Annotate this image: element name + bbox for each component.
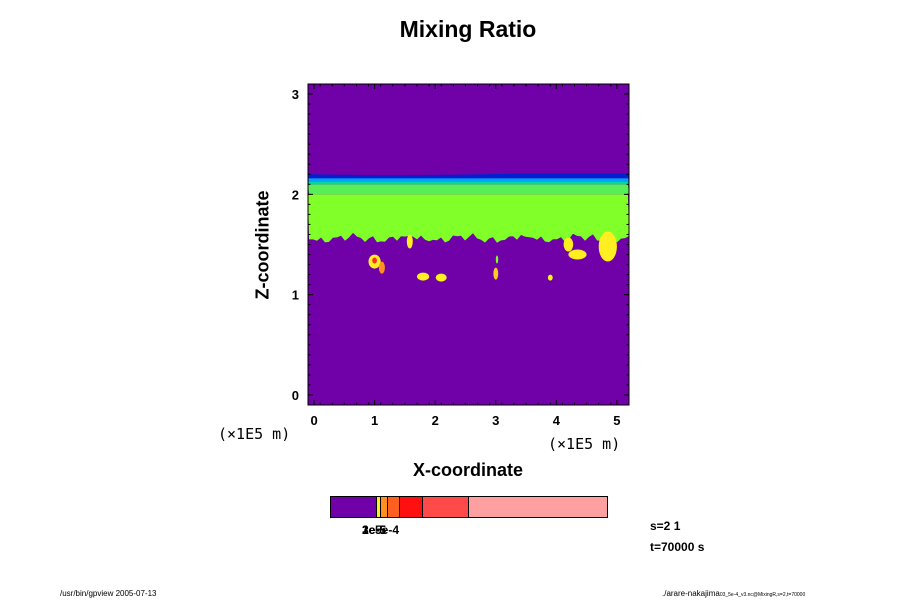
footer-command: /usr/bin/gpview 2005-07-13 — [60, 589, 157, 598]
mixing-patch-8 — [568, 249, 587, 260]
mixing-patch-10 — [563, 237, 574, 252]
footer-file-main: ./arare-nakajima — [662, 589, 720, 598]
x-tick-label-2: 2 — [432, 413, 439, 428]
colorbar — [330, 496, 608, 518]
y-axis-unit: (×1E5 m) — [218, 425, 291, 443]
y-tick-label-0: 0 — [292, 388, 299, 403]
mixing-patch-6 — [495, 255, 499, 264]
mixing-patch-2 — [372, 257, 377, 264]
mixing-band-4 — [308, 173, 629, 179]
plot-border — [307, 83, 630, 406]
mixing-patch-3 — [417, 272, 430, 281]
x-tick-label-3: 3 — [492, 413, 499, 428]
chart-title: Mixing Ratio — [399, 16, 537, 42]
y-tick-label-2: 2 — [292, 187, 299, 202]
x-tick-label-5: 5 — [613, 413, 620, 428]
y-tick-label-1: 1 — [292, 288, 299, 303]
mixing-patch-7 — [547, 274, 553, 281]
y-tick-label-3: 3 — [292, 87, 299, 102]
mixing-band-3 — [308, 178, 629, 182]
colorbar-segment-5 — [423, 497, 469, 517]
footer-file-variable: 03_5e-4_v3.nc@MixingR,s=2,t=70000 — [719, 592, 806, 598]
colorbar-segment-1 — [376, 497, 382, 517]
info-slice: s=2 1 — [650, 519, 681, 533]
mixing-patch-5 — [493, 267, 499, 280]
plot-area — [308, 84, 629, 405]
mixing-patch-11 — [406, 234, 413, 249]
colorbar-label-1: 2e-5 — [362, 523, 387, 537]
info-time: t=70000 s — [650, 540, 705, 554]
colorbar-label-2: 3e-5 — [362, 523, 387, 537]
colorbar-segment-4 — [399, 497, 424, 517]
x-axis-label: X-coordinate — [412, 460, 523, 480]
mixing-patch-1 — [378, 261, 385, 274]
colorbar-segment-2 — [381, 497, 388, 517]
mixing-band-1 — [308, 184, 629, 195]
y-axis-label: Z-coordinate — [252, 190, 273, 300]
x-tick-label-4: 4 — [553, 413, 561, 428]
colorbar-segment-6 — [468, 497, 607, 517]
colorbar-segment-0 — [331, 497, 377, 517]
mixing-band-2 — [308, 181, 629, 185]
mixing-patch-4 — [435, 273, 447, 282]
mixing-patch-9 — [598, 231, 617, 262]
x-axis-unit: (×1E5 m) — [548, 435, 621, 453]
colorbar-segment-3 — [387, 497, 400, 517]
colorbar-label-3: 5e-4 — [375, 523, 400, 537]
x-tick-label-1: 1 — [371, 413, 378, 428]
footer-file: ./arare-nakajima03_5e-4_v3.nc@MixingR,s=… — [662, 589, 805, 598]
x-tick-label-0: 0 — [310, 413, 317, 428]
mixing-band-0 — [308, 194, 629, 243]
field-background — [308, 84, 629, 405]
colorbar-label-0: 1e-5 — [362, 523, 387, 537]
